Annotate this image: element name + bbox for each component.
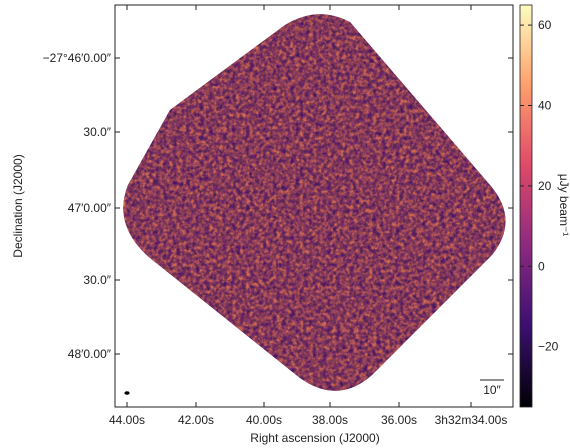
- colorbar-label: μJy beam⁻¹: [557, 174, 570, 237]
- colorbar-tick-label: 20: [538, 179, 552, 193]
- x-tick-label: 36.00s: [381, 413, 417, 427]
- y-tick-label: 48′0.00″: [68, 347, 112, 361]
- x-tick-label: 44.00s: [109, 413, 145, 427]
- scale-bar-label: 10″: [483, 383, 501, 397]
- y-tick-label: −27°46′0.00″: [43, 51, 112, 65]
- colorbar-tick-label: 40: [538, 99, 552, 113]
- colorbar-tick-label: 60: [538, 18, 552, 32]
- x-tick-label: 3h32m34.00s: [435, 413, 508, 427]
- beam-marker: [124, 391, 130, 395]
- x-tick-label: 42.00s: [178, 413, 214, 427]
- y-tick-label: 30.0″: [83, 125, 111, 139]
- x-axis-label: Right ascension (J2000): [250, 431, 379, 445]
- colorbar-tick-label: −20: [538, 340, 559, 354]
- source-halo: [374, 0, 382, 1]
- y-tick-label: 30.0″: [83, 273, 111, 287]
- x-tick-label: 40.00s: [246, 413, 282, 427]
- y-axis-ticks: −27°46′0.00″ 30.0″ 47′0.00″ 30.0″ 48′0.00″: [43, 51, 513, 361]
- colorbar-tick-label: 0: [538, 259, 545, 273]
- x-tick-label: 38.00s: [312, 413, 348, 427]
- y-tick-label: 47′0.00″: [68, 201, 112, 215]
- x-axis-ticks: 44.00s 42.00s 40.00s 38.00s 36.00s 3h32m34.00…: [109, 5, 507, 427]
- colorbar-ticks: 60 40 20 0 −20: [520, 18, 559, 354]
- y-axis-label: Declination (J2000): [11, 154, 25, 257]
